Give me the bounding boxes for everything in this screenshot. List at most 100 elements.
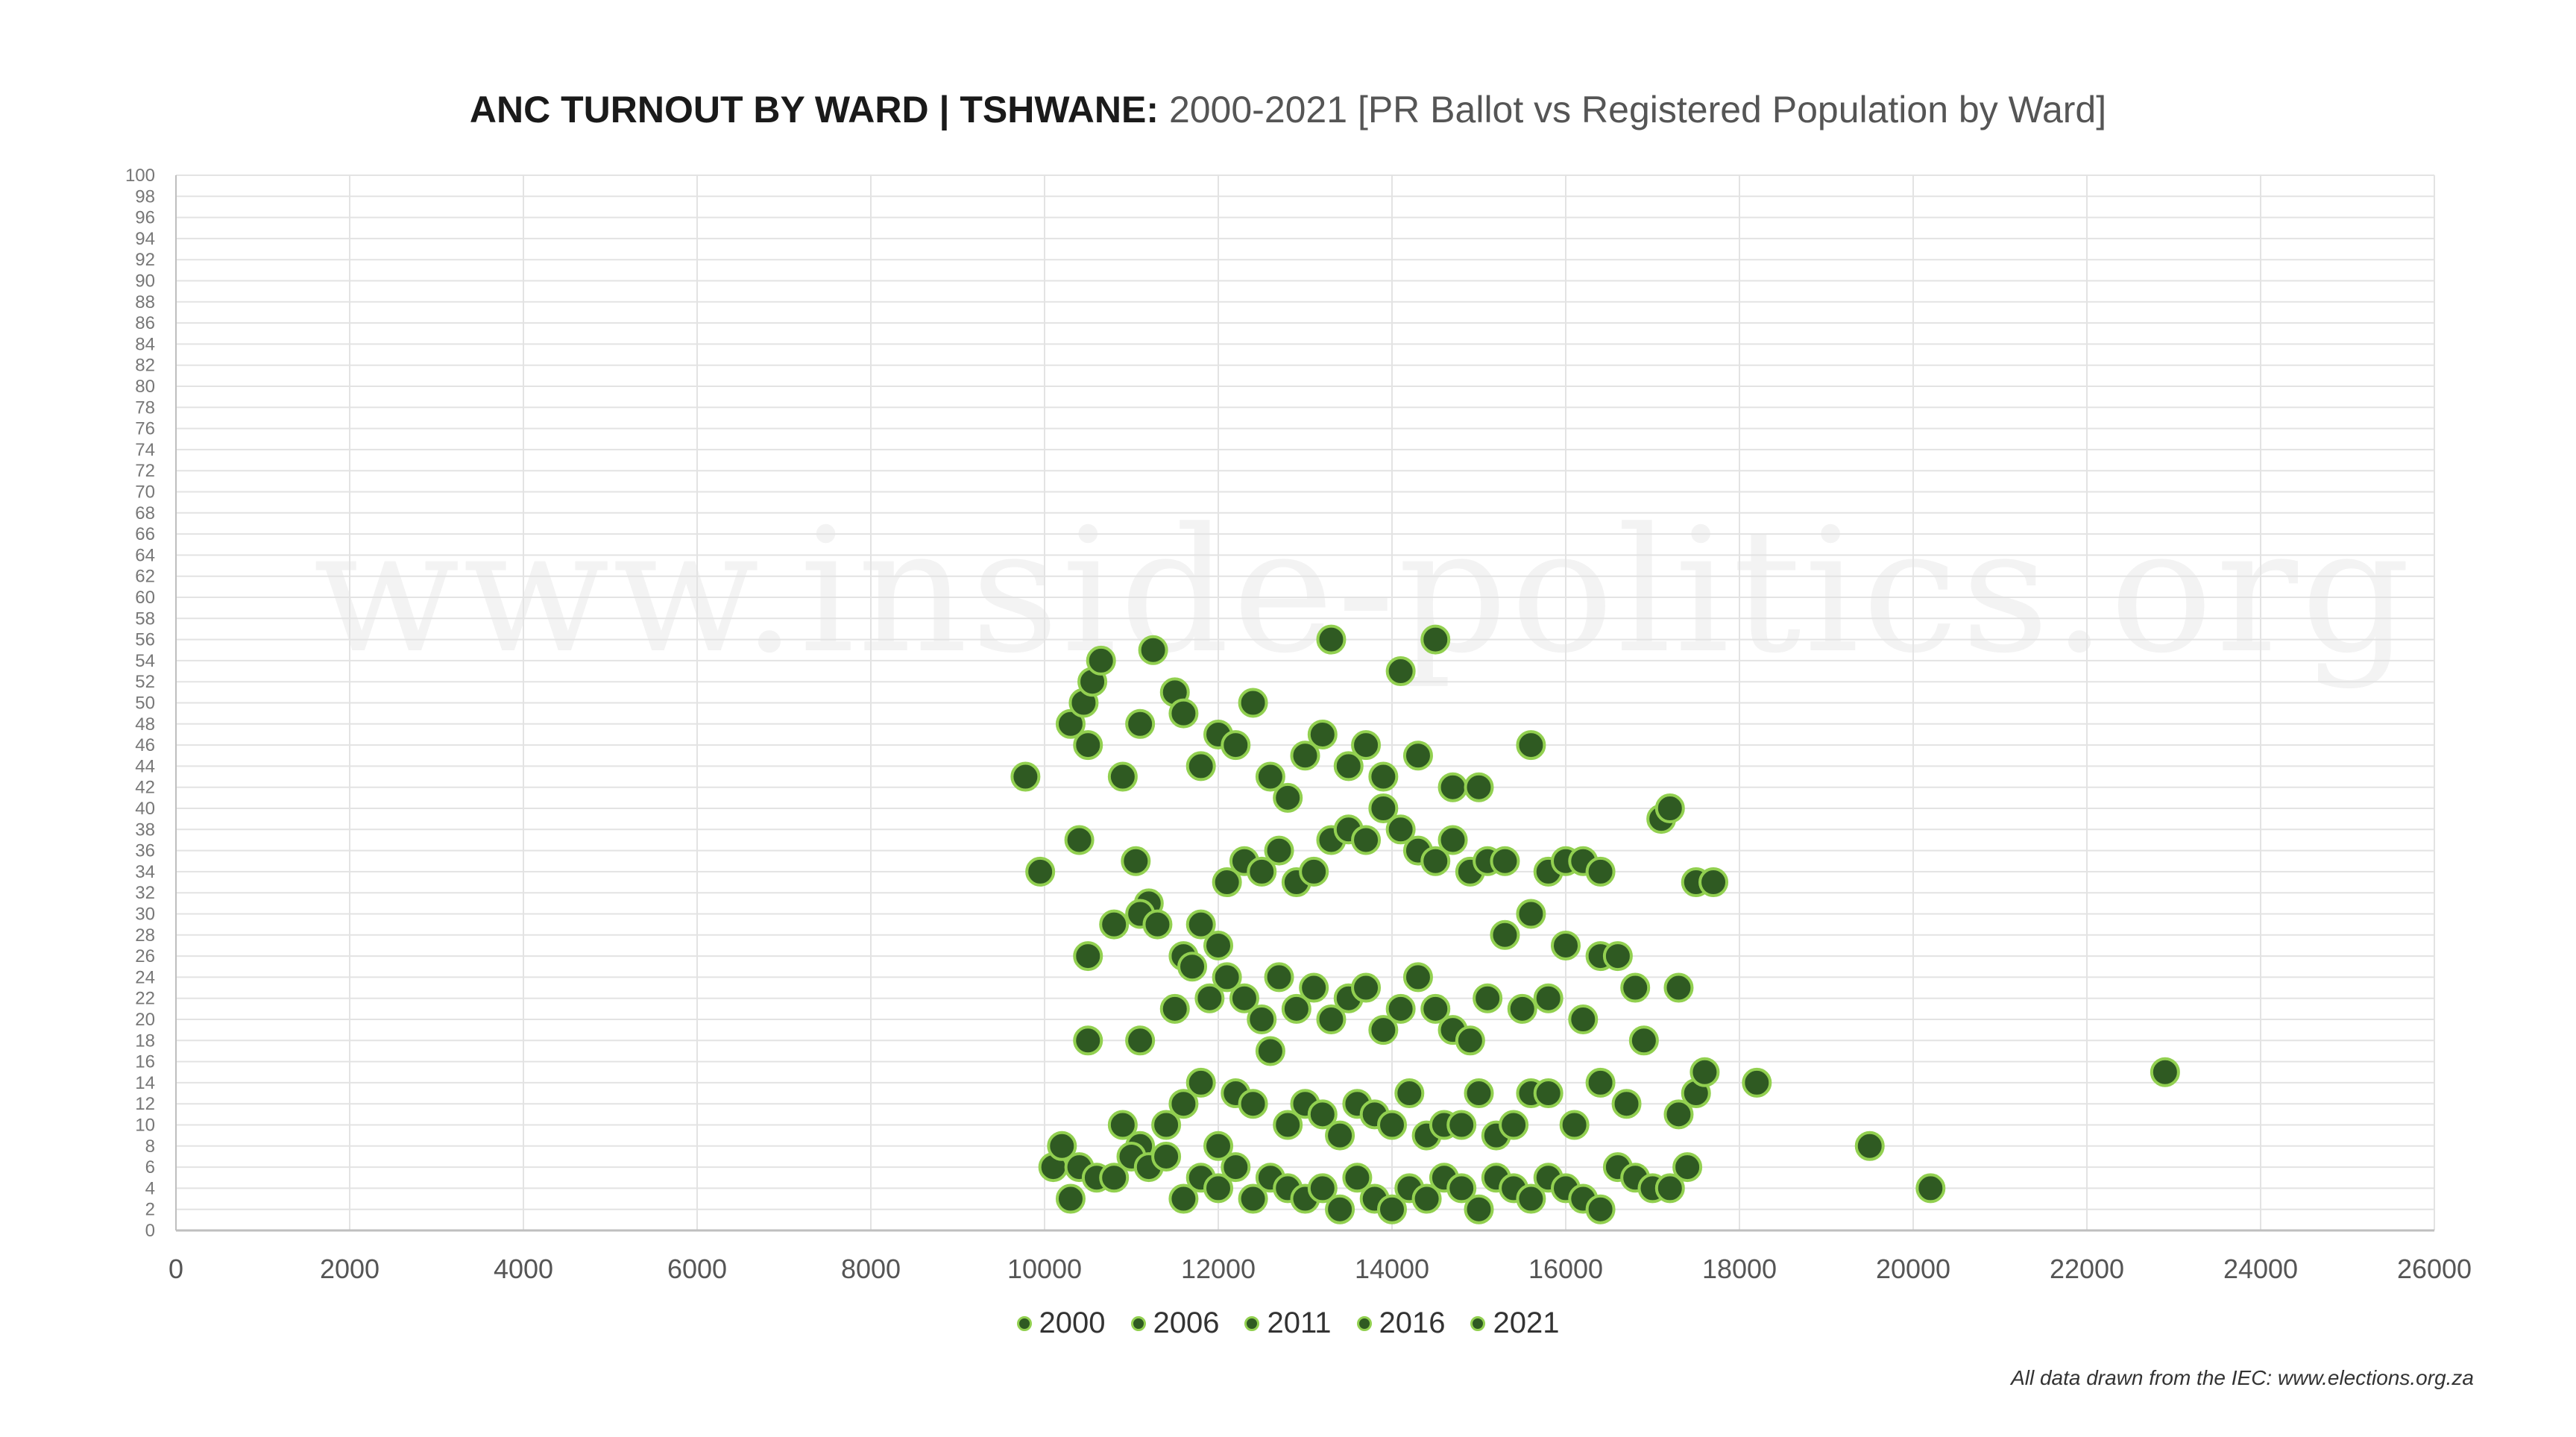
data-point-2006 [1516,899,1546,929]
y-tick-label: 2 [145,1200,155,1220]
data-point-2000 [1402,740,1433,771]
data-point-2006 [1299,856,1329,887]
data-point-2021 [1464,1194,1494,1224]
legend-marker-icon [1016,1315,1032,1331]
data-point-2021 [1238,1183,1268,1214]
data-point-2021 [1585,1194,1616,1224]
data-point-2021 [1854,1131,1885,1161]
y-tick-label: 6 [145,1157,155,1177]
data-point-2011 [1229,983,1259,1013]
y-tick-label: 96 [135,208,155,228]
data-point-2011 [1551,930,1581,960]
data-point-2016 [1689,1057,1720,1087]
data-point-2016 [1394,1078,1425,1109]
legend-label: 2016 [1379,1306,1446,1339]
y-tick-label: 24 [135,967,155,987]
legend-item-2011[interactable]: 2011 [1244,1306,1332,1340]
data-point-2011 [1281,993,1311,1024]
y-tick-label: 58 [135,609,155,629]
legend-label: 2006 [1153,1306,1220,1339]
y-tick-label: 90 [135,271,155,292]
y-tick-label: 54 [135,651,155,671]
data-point-2016 [1464,1078,1494,1109]
y-tick-label: 10 [135,1116,155,1136]
data-point-2011 [1420,993,1451,1024]
x-tick-label: 2000 [320,1254,380,1284]
data-point-2011 [1368,1015,1399,1045]
data-point-2006 [1099,909,1130,940]
data-point-2021 [1168,1183,1199,1214]
data-point-2021 [1672,1152,1703,1183]
y-tick-label: 68 [135,503,155,523]
data-point-2011 [1177,952,1208,982]
data-point-2006 [1437,825,1468,855]
x-tick-label: 10000 [1007,1254,1082,1284]
data-point-2011 [1473,983,1503,1013]
data-point-2006 [1698,867,1729,898]
data-point-2006 [1351,825,1382,855]
data-point-2011 [1125,1025,1156,1056]
title-bold: ANC TURNOUT BY WARD | TSHWANE: [469,89,1159,131]
legend-marker-icon [1356,1315,1372,1331]
y-tick-label: 92 [135,250,155,270]
data-point-2011 [1212,962,1242,993]
x-tick-label: 14000 [1355,1254,1429,1284]
data-point-2016 [1742,1067,1772,1098]
data-point-2021 [1446,1173,1477,1204]
y-tick-label: 60 [135,588,155,608]
data-point-2000 [1138,635,1168,665]
y-tick-label: 38 [135,820,155,840]
y-tick-label: 66 [135,524,155,544]
data-point-2011 [1507,993,1537,1024]
data-point-2016 [1446,1110,1477,1140]
data-point-2016 [1273,1110,1303,1140]
x-tick-label: 18000 [1702,1254,1777,1284]
data-point-2011 [1568,1004,1599,1034]
data-point-2011 [1264,962,1294,993]
footnote: All data drawn from the IEC: www.electio… [2011,1366,2474,1389]
x-tick-label: 8000 [841,1254,901,1284]
data-point-2021 [1055,1183,1086,1214]
legend: 2000 2006 2011 2016 2021 [0,1306,2576,1340]
data-point-2000 [1168,698,1199,729]
y-tick-label: 36 [135,841,155,861]
data-point-2000 [1221,730,1251,761]
legend-label: 2021 [1493,1306,1560,1339]
y-tick-label: 48 [135,714,155,735]
data-point-2000 [1121,846,1151,876]
legend-marker-icon [1244,1315,1260,1331]
data-point-2021 [1377,1194,1407,1224]
data-point-2011 [1159,993,1190,1024]
data-point-2016 [1238,1089,1268,1119]
data-point-2000 [1516,730,1546,761]
data-point-2011 [1194,983,1225,1013]
y-tick-label: 76 [135,419,155,439]
data-point-2016 [1663,1099,1694,1130]
data-point-2021 [1203,1173,1233,1204]
y-tick-label: 64 [135,545,155,565]
data-point-2011 [1490,919,1520,950]
legend-item-2021[interactable]: 2021 [1470,1306,1559,1340]
y-tick-label: 100 [125,166,155,186]
legend-item-2000[interactable]: 2000 [1016,1306,1106,1340]
data-point-2006 [1368,793,1399,823]
data-point-2000 [1125,708,1156,739]
legend-item-2016[interactable]: 2016 [1356,1306,1446,1340]
data-point-2021 [1099,1163,1130,1193]
data-point-2011 [1533,983,1563,1013]
data-point-2000 [1333,751,1364,782]
data-point-2000 [1437,772,1468,802]
y-tick-label: 94 [135,229,155,249]
data-point-2000 [1064,825,1095,855]
title-rest: 2000-2021 [PR Ballot vs Registered Popul… [1168,89,2107,131]
y-tick-label: 40 [135,799,155,819]
y-tick-label: 8 [145,1136,155,1157]
legend-item-2006[interactable]: 2006 [1130,1306,1220,1340]
data-point-2000 [1073,730,1103,761]
data-point-2021 [1221,1152,1251,1183]
data-point-2016 [1107,1110,1138,1140]
data-point-2016 [1533,1078,1563,1109]
legend-label: 2000 [1039,1306,1106,1339]
y-tick-label: 78 [135,397,155,418]
